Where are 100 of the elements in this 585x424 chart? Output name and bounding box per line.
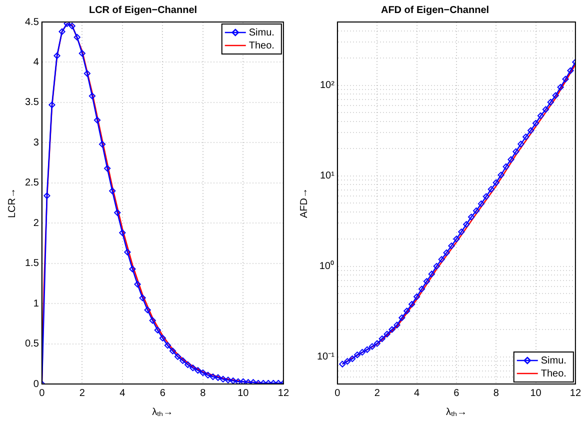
point xyxy=(552,92,559,99)
point xyxy=(398,314,406,322)
y-tick-label: 0.5 xyxy=(24,338,40,350)
point xyxy=(463,221,470,228)
point xyxy=(542,106,549,113)
x-tick-label: 8 xyxy=(200,388,206,399)
point xyxy=(220,376,226,382)
point xyxy=(378,335,386,342)
point xyxy=(394,322,400,328)
x-tick-label: 4 xyxy=(414,388,420,399)
point xyxy=(88,92,96,100)
point xyxy=(240,378,246,384)
point xyxy=(438,256,445,263)
point xyxy=(468,214,475,220)
point xyxy=(508,156,514,163)
x-tick-label: 8 xyxy=(493,388,500,399)
point xyxy=(478,200,485,208)
point xyxy=(413,293,420,300)
point xyxy=(68,22,76,30)
point xyxy=(144,306,151,314)
point xyxy=(388,326,396,333)
y-tick-label: 10² xyxy=(320,80,336,92)
point xyxy=(44,192,50,200)
point xyxy=(512,148,520,155)
point xyxy=(518,140,524,148)
point xyxy=(174,353,182,360)
point xyxy=(200,369,206,376)
y-tick-label: 3.5 xyxy=(24,97,40,108)
point xyxy=(224,376,232,384)
point xyxy=(129,266,136,272)
point xyxy=(453,236,460,242)
y-axis-title: AFD→ xyxy=(298,188,310,218)
point xyxy=(339,360,346,368)
point xyxy=(358,349,366,356)
x-tick-label: 2 xyxy=(374,388,380,399)
x-tick-label: 12 xyxy=(570,388,582,399)
legend-label: Simu. xyxy=(248,27,274,38)
point xyxy=(374,340,380,347)
point xyxy=(94,116,101,124)
point xyxy=(154,326,161,334)
point xyxy=(48,102,56,108)
point xyxy=(404,308,410,314)
point xyxy=(433,262,440,270)
point xyxy=(204,372,212,378)
x-tick-label: 10 xyxy=(530,388,542,399)
x-tick-label: 6 xyxy=(160,388,166,399)
point xyxy=(119,229,126,236)
point xyxy=(408,300,416,308)
point xyxy=(472,208,480,214)
point xyxy=(492,179,500,186)
point xyxy=(522,134,530,140)
point xyxy=(149,317,156,324)
point xyxy=(458,228,465,236)
point xyxy=(124,248,131,256)
y-tick-label: 2.5 xyxy=(24,178,40,189)
point xyxy=(164,342,171,349)
legend-label: Simu. xyxy=(540,355,566,366)
point xyxy=(210,373,216,380)
x-tick-label: 6 xyxy=(454,388,460,399)
x-tick-label: 10 xyxy=(238,388,250,399)
point xyxy=(344,358,351,365)
point xyxy=(482,193,490,200)
legend-label: Theo. xyxy=(248,40,274,52)
point xyxy=(74,34,80,41)
point xyxy=(423,278,430,285)
y-tick-label: 1.5 xyxy=(24,258,40,270)
point xyxy=(84,70,90,77)
y-tick-label: 2 xyxy=(33,218,40,229)
point xyxy=(488,186,494,193)
point xyxy=(114,209,121,216)
point xyxy=(557,84,564,91)
y-tick-label: 4 xyxy=(33,56,40,68)
y-axis-title: LCR→ xyxy=(6,188,18,218)
point xyxy=(502,163,510,170)
legend-label: Theo. xyxy=(540,368,566,380)
point xyxy=(194,367,202,374)
x-axis-title: λₜₕ→ xyxy=(446,406,467,418)
point xyxy=(98,140,106,148)
point xyxy=(78,50,86,57)
point xyxy=(537,112,544,120)
y-tick-label: 1 xyxy=(33,298,40,310)
point xyxy=(428,270,435,278)
y-tick-label: 4.5 xyxy=(24,16,40,28)
point xyxy=(354,352,361,358)
point xyxy=(532,120,540,127)
chart-title: AFD of Eigen−Channel xyxy=(380,4,490,16)
x-tick-label: 2 xyxy=(79,388,86,399)
point xyxy=(528,127,534,134)
point xyxy=(562,76,569,82)
x-tick-label: 12 xyxy=(278,388,290,399)
point xyxy=(104,165,111,172)
y-tick-label: 3 xyxy=(33,137,40,148)
point xyxy=(184,361,192,368)
point xyxy=(349,355,356,362)
point xyxy=(58,28,66,35)
point xyxy=(368,343,376,350)
point xyxy=(234,378,242,384)
point xyxy=(364,346,370,353)
y-tick-label: 10⁻¹ xyxy=(317,352,336,363)
point xyxy=(567,67,574,74)
